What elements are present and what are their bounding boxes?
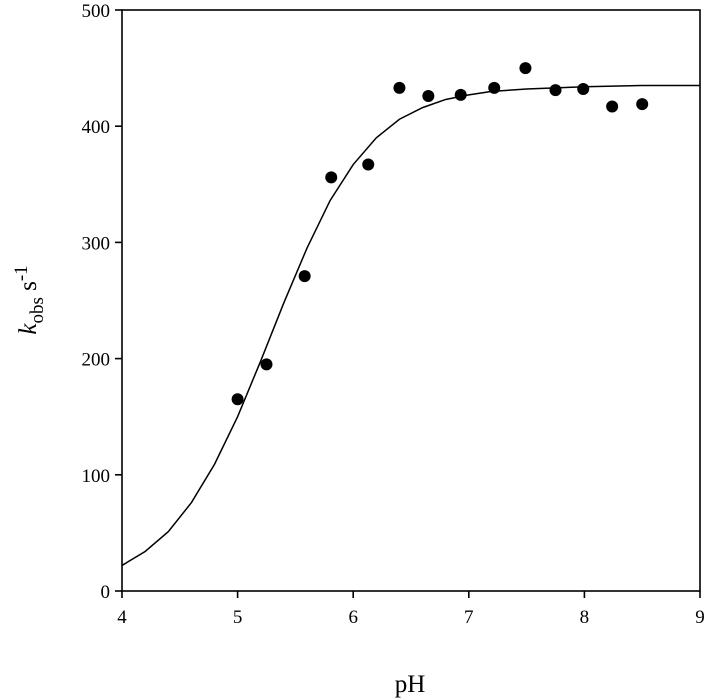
data-point xyxy=(577,83,590,96)
plot-frame xyxy=(121,9,701,592)
y-axis-title-exponent: -1 xyxy=(11,265,32,281)
data-point xyxy=(231,393,244,406)
data-point xyxy=(606,100,619,113)
y-tick-label: 500 xyxy=(82,1,111,22)
y-axis-title-subscript: obs xyxy=(27,297,48,323)
x-tick-label: 4 xyxy=(117,607,127,628)
y-tick-label: 0 xyxy=(101,582,111,603)
x-axis-title: pH xyxy=(395,671,426,698)
x-tick-label: 6 xyxy=(348,607,358,628)
plot-area xyxy=(121,9,701,592)
fit-curve-line xyxy=(121,84,700,567)
x-tick-label: 9 xyxy=(695,607,705,628)
x-tick-label: 7 xyxy=(464,607,474,628)
data-point xyxy=(298,270,311,283)
y-axis-title-unit: s xyxy=(15,281,42,291)
y-axis-title-symbol: k xyxy=(15,323,42,335)
data-point xyxy=(549,84,562,97)
data-point xyxy=(454,88,467,101)
y-axis-title: kobs s-1 xyxy=(11,265,48,334)
y-tick-label: 200 xyxy=(82,350,111,371)
data-point xyxy=(636,98,649,111)
y-tick-label: 300 xyxy=(82,233,111,254)
data-point xyxy=(422,89,435,102)
data-point xyxy=(393,81,406,94)
data-layer xyxy=(121,62,700,567)
x-tick-label: 5 xyxy=(233,607,243,628)
y-tick-label: 400 xyxy=(82,117,111,138)
data-point xyxy=(260,358,273,371)
data-point xyxy=(325,171,338,184)
data-point xyxy=(362,158,375,171)
y-tick-label: 100 xyxy=(82,466,111,487)
data-point xyxy=(519,62,532,75)
axes-layer: 4 5 6 7 8 9 0 100 200 300 400 500 xyxy=(82,1,705,628)
x-tick-label: 8 xyxy=(580,607,590,628)
